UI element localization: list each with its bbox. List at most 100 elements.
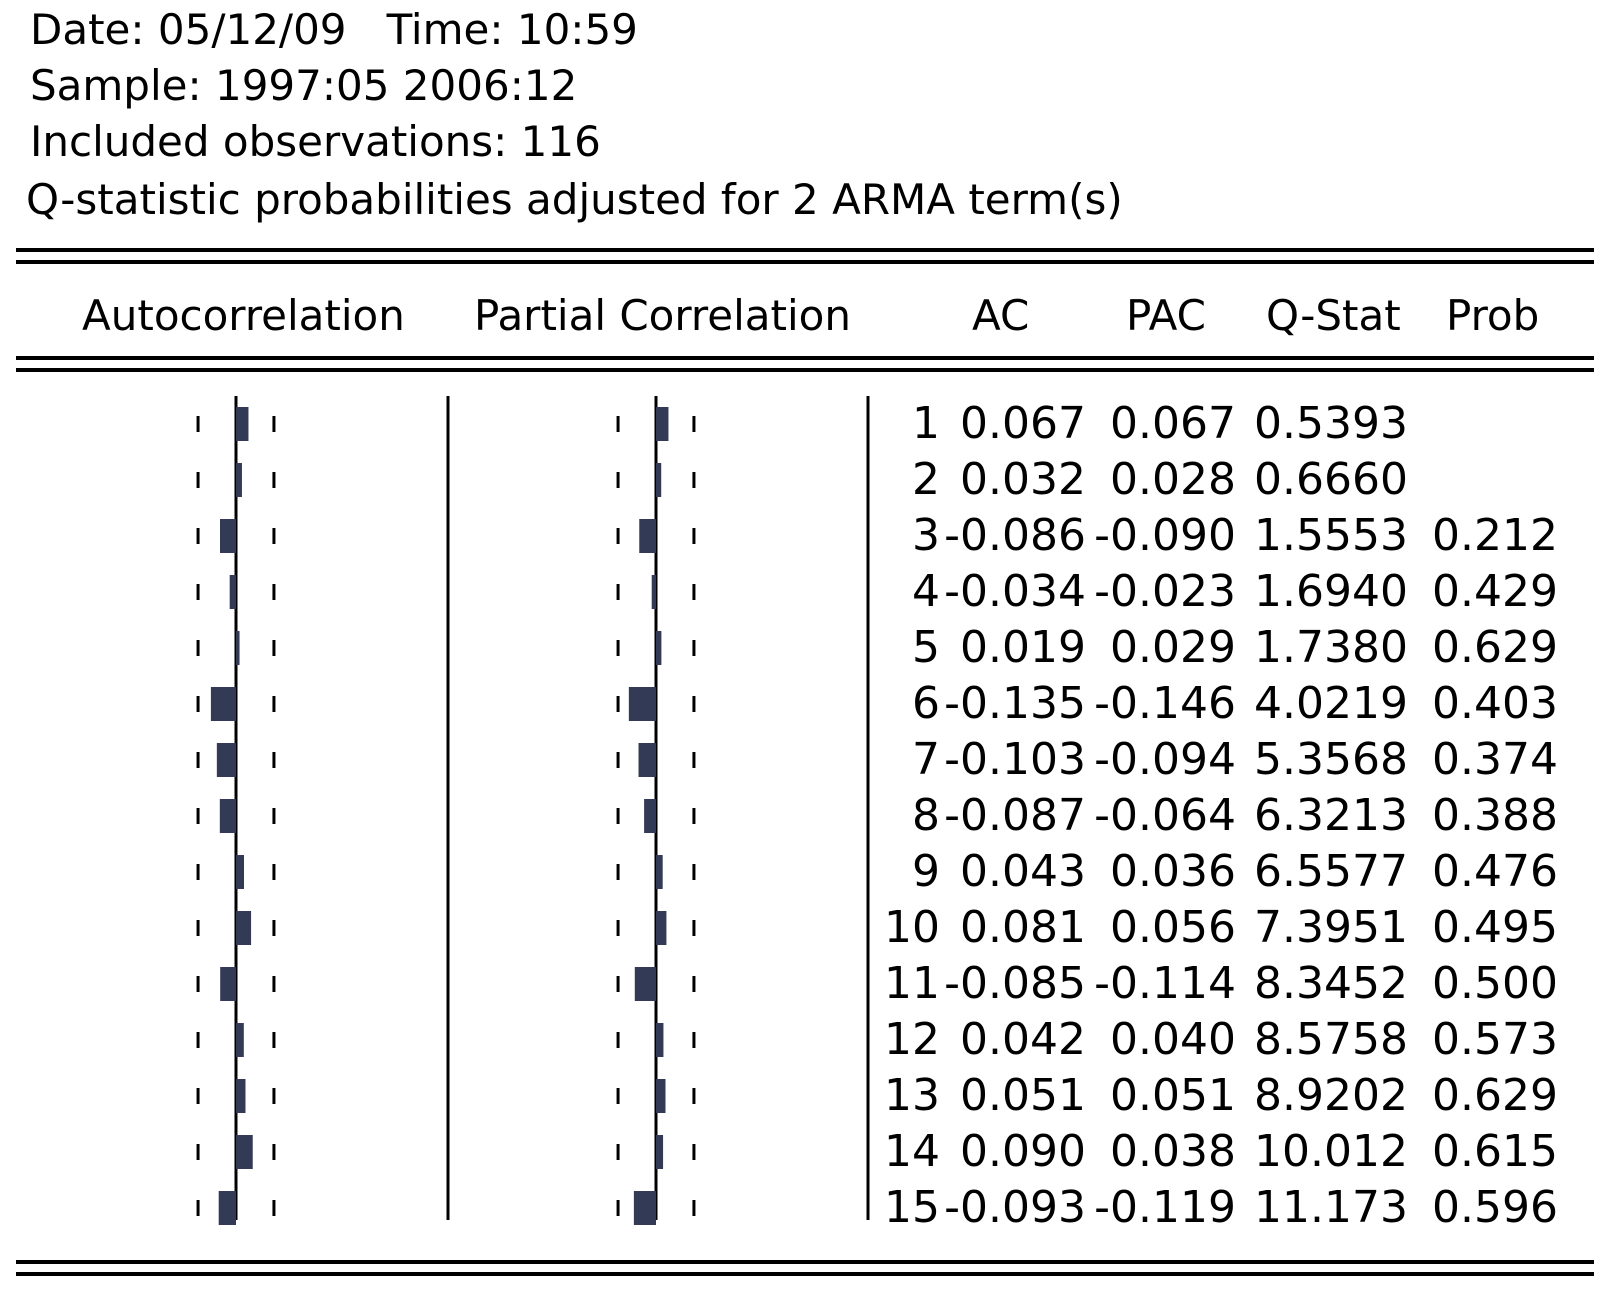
bottom-double-rule-a — [16, 1260, 1594, 1264]
ac-cell: 0.019 — [960, 622, 1086, 673]
pac-bar — [656, 407, 669, 441]
pac-bar — [656, 1023, 664, 1057]
pac-bar — [651, 575, 656, 609]
qstat-cell: 6.3213 — [1254, 790, 1408, 841]
prob-header: Prob — [1446, 291, 1540, 340]
ac-bar — [236, 855, 244, 889]
pac-cell: -0.094 — [1094, 734, 1236, 785]
prob-cell: 0.596 — [1432, 1182, 1558, 1233]
lag-cell: 3 — [912, 510, 940, 561]
qstat-note: Q-statistic probabilities adjusted for 2… — [26, 175, 1123, 224]
lag-cell: 7 — [912, 734, 940, 785]
ac-header: AC — [972, 291, 1030, 340]
ac-cell: 0.042 — [960, 1014, 1086, 1065]
top-double-rule-b — [16, 260, 1594, 264]
ac-cell: 0.090 — [960, 1126, 1086, 1177]
qstat-header: Q-Stat — [1266, 291, 1401, 340]
qstat-cell: 0.6660 — [1254, 454, 1408, 505]
pac-bar — [656, 631, 662, 665]
pac-cell: 0.051 — [1110, 1070, 1236, 1121]
pac-bar — [656, 1135, 664, 1169]
pac-bar — [634, 967, 656, 1001]
ac-bar — [236, 631, 240, 665]
ac-cell: -0.086 — [944, 510, 1086, 561]
observations-line: Included observations: 116 — [30, 117, 601, 166]
partial-correlation-header: Partial Correlation — [474, 291, 851, 340]
pac-cell: 0.028 — [1110, 454, 1236, 505]
pac-cell: -0.146 — [1094, 678, 1236, 729]
pac-bar — [656, 855, 663, 889]
ac-bar — [218, 1191, 236, 1225]
pac-cell: 0.056 — [1110, 902, 1236, 953]
lag-cell: 13 — [884, 1070, 940, 1121]
lag-cell: 9 — [912, 846, 940, 897]
pac-bar — [656, 1079, 666, 1113]
ac-bar — [229, 575, 236, 609]
pac-cell: 0.038 — [1110, 1126, 1236, 1177]
ac-bar — [236, 1023, 244, 1057]
pac-bar — [633, 1191, 656, 1225]
pac-bar — [644, 799, 656, 833]
ac-bar — [216, 743, 236, 777]
prob-cell: 0.429 — [1432, 566, 1558, 617]
pac-bar — [656, 463, 662, 497]
qstat-cell: 5.3568 — [1254, 734, 1408, 785]
lag-cell: 11 — [884, 958, 940, 1009]
top-double-rule-a — [16, 248, 1594, 252]
ac-cell: -0.034 — [944, 566, 1086, 617]
qstat-cell: 8.3452 — [1254, 958, 1408, 1009]
ac-bar — [219, 799, 236, 833]
prob-cell: 0.374 — [1432, 734, 1558, 785]
lag-cell: 1 — [912, 398, 940, 449]
prob-cell: 0.573 — [1432, 1014, 1558, 1065]
lag-cell: 5 — [912, 622, 940, 673]
lag-cell: 12 — [884, 1014, 940, 1065]
pac-cell: -0.114 — [1094, 958, 1236, 1009]
pac-cell: -0.064 — [1094, 790, 1236, 841]
sample-line: Sample: 1997:05 2006:12 — [30, 61, 578, 110]
qstat-cell: 11.173 — [1254, 1182, 1408, 1233]
qstat-cell: 7.3951 — [1254, 902, 1408, 953]
prob-cell: 0.629 — [1432, 622, 1558, 673]
ac-cell: -0.087 — [944, 790, 1086, 841]
ac-bar — [236, 463, 242, 497]
qstat-cell: 1.6940 — [1254, 566, 1408, 617]
pac-header: PAC — [1126, 291, 1206, 340]
prob-cell: 0.388 — [1432, 790, 1558, 841]
pac-cell: -0.090 — [1094, 510, 1236, 561]
ac-bar — [220, 519, 236, 553]
ac-bar — [210, 687, 236, 721]
ac-bar — [236, 407, 249, 441]
ac-bar — [236, 1079, 246, 1113]
ac-cell: 0.067 — [960, 398, 1086, 449]
ac-cell: -0.085 — [944, 958, 1086, 1009]
pac-cell: 0.029 — [1110, 622, 1236, 673]
qstat-cell: 0.5393 — [1254, 398, 1408, 449]
pac-bar — [639, 519, 656, 553]
ac-bar — [220, 967, 236, 1001]
mid-double-rule-a — [16, 356, 1594, 360]
prob-cell: 0.629 — [1432, 1070, 1558, 1121]
pac-cell: 0.067 — [1110, 398, 1236, 449]
ac-cell: -0.103 — [944, 734, 1086, 785]
prob-cell: 0.500 — [1432, 958, 1558, 1009]
qstat-cell: 10.012 — [1254, 1126, 1408, 1177]
prob-cell: 0.615 — [1432, 1126, 1558, 1177]
pac-cell: -0.119 — [1094, 1182, 1236, 1233]
lag-cell: 2 — [912, 454, 940, 505]
lag-cell: 6 — [912, 678, 940, 729]
qstat-cell: 8.5758 — [1254, 1014, 1408, 1065]
qstat-cell: 8.9202 — [1254, 1070, 1408, 1121]
lag-cell: 8 — [912, 790, 940, 841]
ac-cell: -0.093 — [944, 1182, 1086, 1233]
qstat-cell: 6.5577 — [1254, 846, 1408, 897]
ac-cell: 0.043 — [960, 846, 1086, 897]
pac-bar — [628, 687, 656, 721]
qstat-cell: 4.0219 — [1254, 678, 1408, 729]
bottom-double-rule-b — [16, 1272, 1594, 1276]
ac-cell: 0.032 — [960, 454, 1086, 505]
qstat-cell: 1.7380 — [1254, 622, 1408, 673]
lag-cell: 4 — [912, 566, 940, 617]
prob-cell: 0.212 — [1432, 510, 1558, 561]
